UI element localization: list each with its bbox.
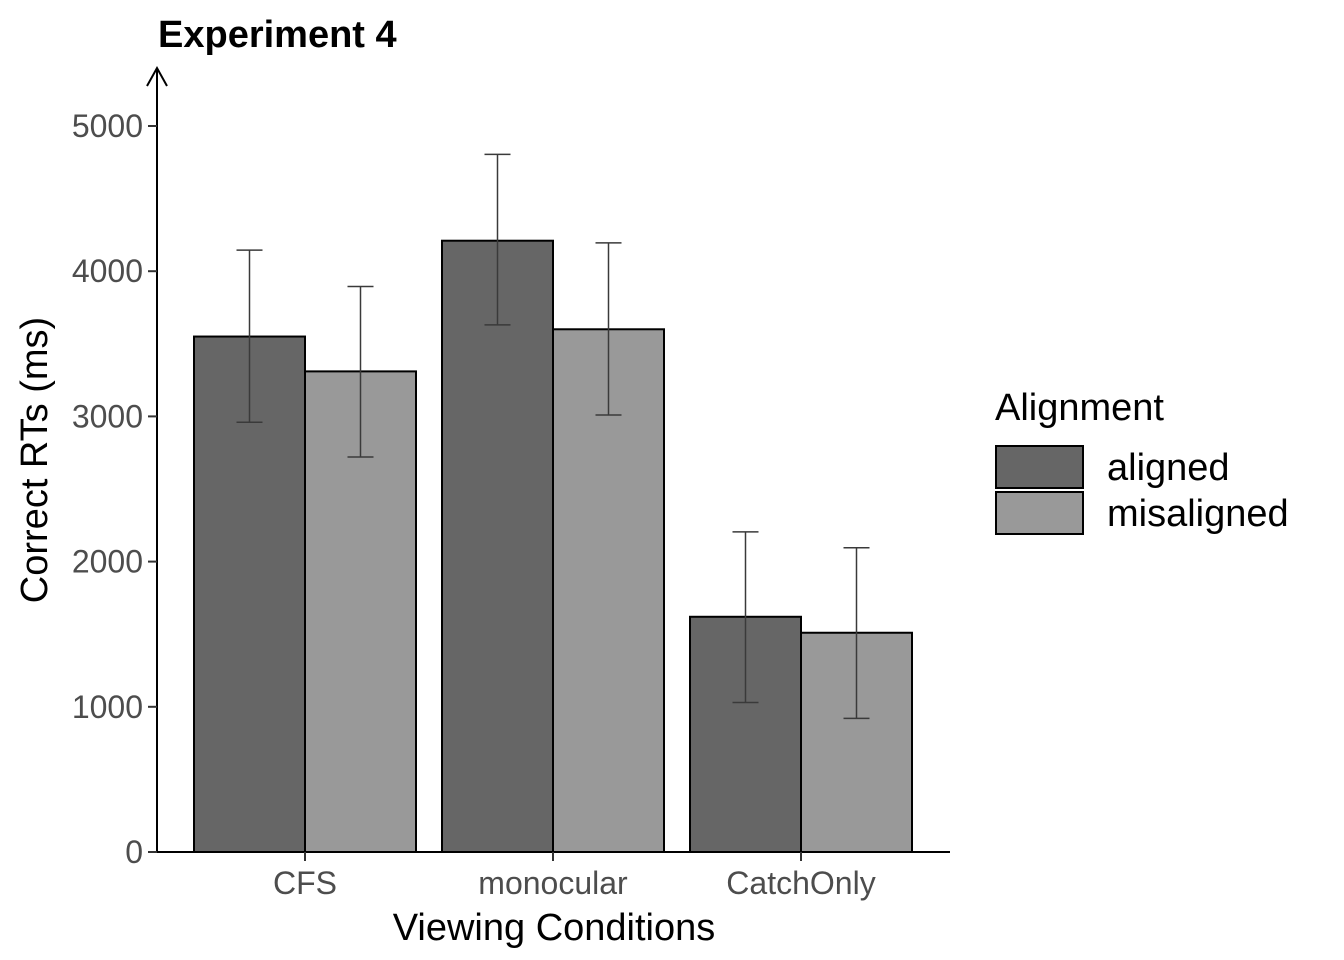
y-axis-line bbox=[146, 65, 168, 852]
legend-title: Alignment bbox=[995, 387, 1164, 429]
y-tick-label: 5000 bbox=[72, 108, 143, 144]
chart-title: Experiment 4 bbox=[158, 14, 397, 56]
error-bar-cfs-misaligned bbox=[347, 285, 374, 458]
bar-monocular-aligned bbox=[441, 239, 554, 853]
x-axis-title: Viewing Conditions bbox=[393, 907, 716, 949]
x-tick-label-monocular: monocular bbox=[478, 865, 628, 901]
legend-label-aligned: aligned bbox=[1107, 447, 1230, 489]
legend-label-misaligned: misaligned bbox=[1107, 493, 1289, 535]
error-bar-cfs-aligned bbox=[236, 249, 263, 423]
y-tick-label: 1000 bbox=[72, 689, 143, 725]
legend-swatch-misaligned bbox=[995, 491, 1084, 535]
x-tick-label-cfs: CFS bbox=[273, 865, 337, 901]
legend-swatch-aligned bbox=[995, 445, 1084, 489]
y-axis-title: Correct RTs (ms) bbox=[14, 317, 56, 603]
x-tick-label-catchonly: CatchOnly bbox=[726, 865, 875, 901]
y-tick-label: 3000 bbox=[72, 398, 143, 434]
y-tick-label: 0 bbox=[125, 834, 143, 870]
error-bar-catchonly-misaligned bbox=[843, 547, 870, 720]
error-bar-monocular-aligned bbox=[484, 153, 511, 326]
y-axis-ticks: 0 1000 2000 3000 4000 5000 bbox=[72, 108, 157, 870]
plot-area bbox=[193, 153, 913, 854]
error-bar-monocular-misaligned bbox=[595, 242, 622, 416]
y-tick-label: 4000 bbox=[72, 253, 143, 289]
error-bar-catchonly-aligned bbox=[732, 531, 759, 704]
y-tick-label: 2000 bbox=[72, 544, 143, 580]
x-axis-ticks: CFS monocular CatchOnly bbox=[273, 852, 876, 901]
